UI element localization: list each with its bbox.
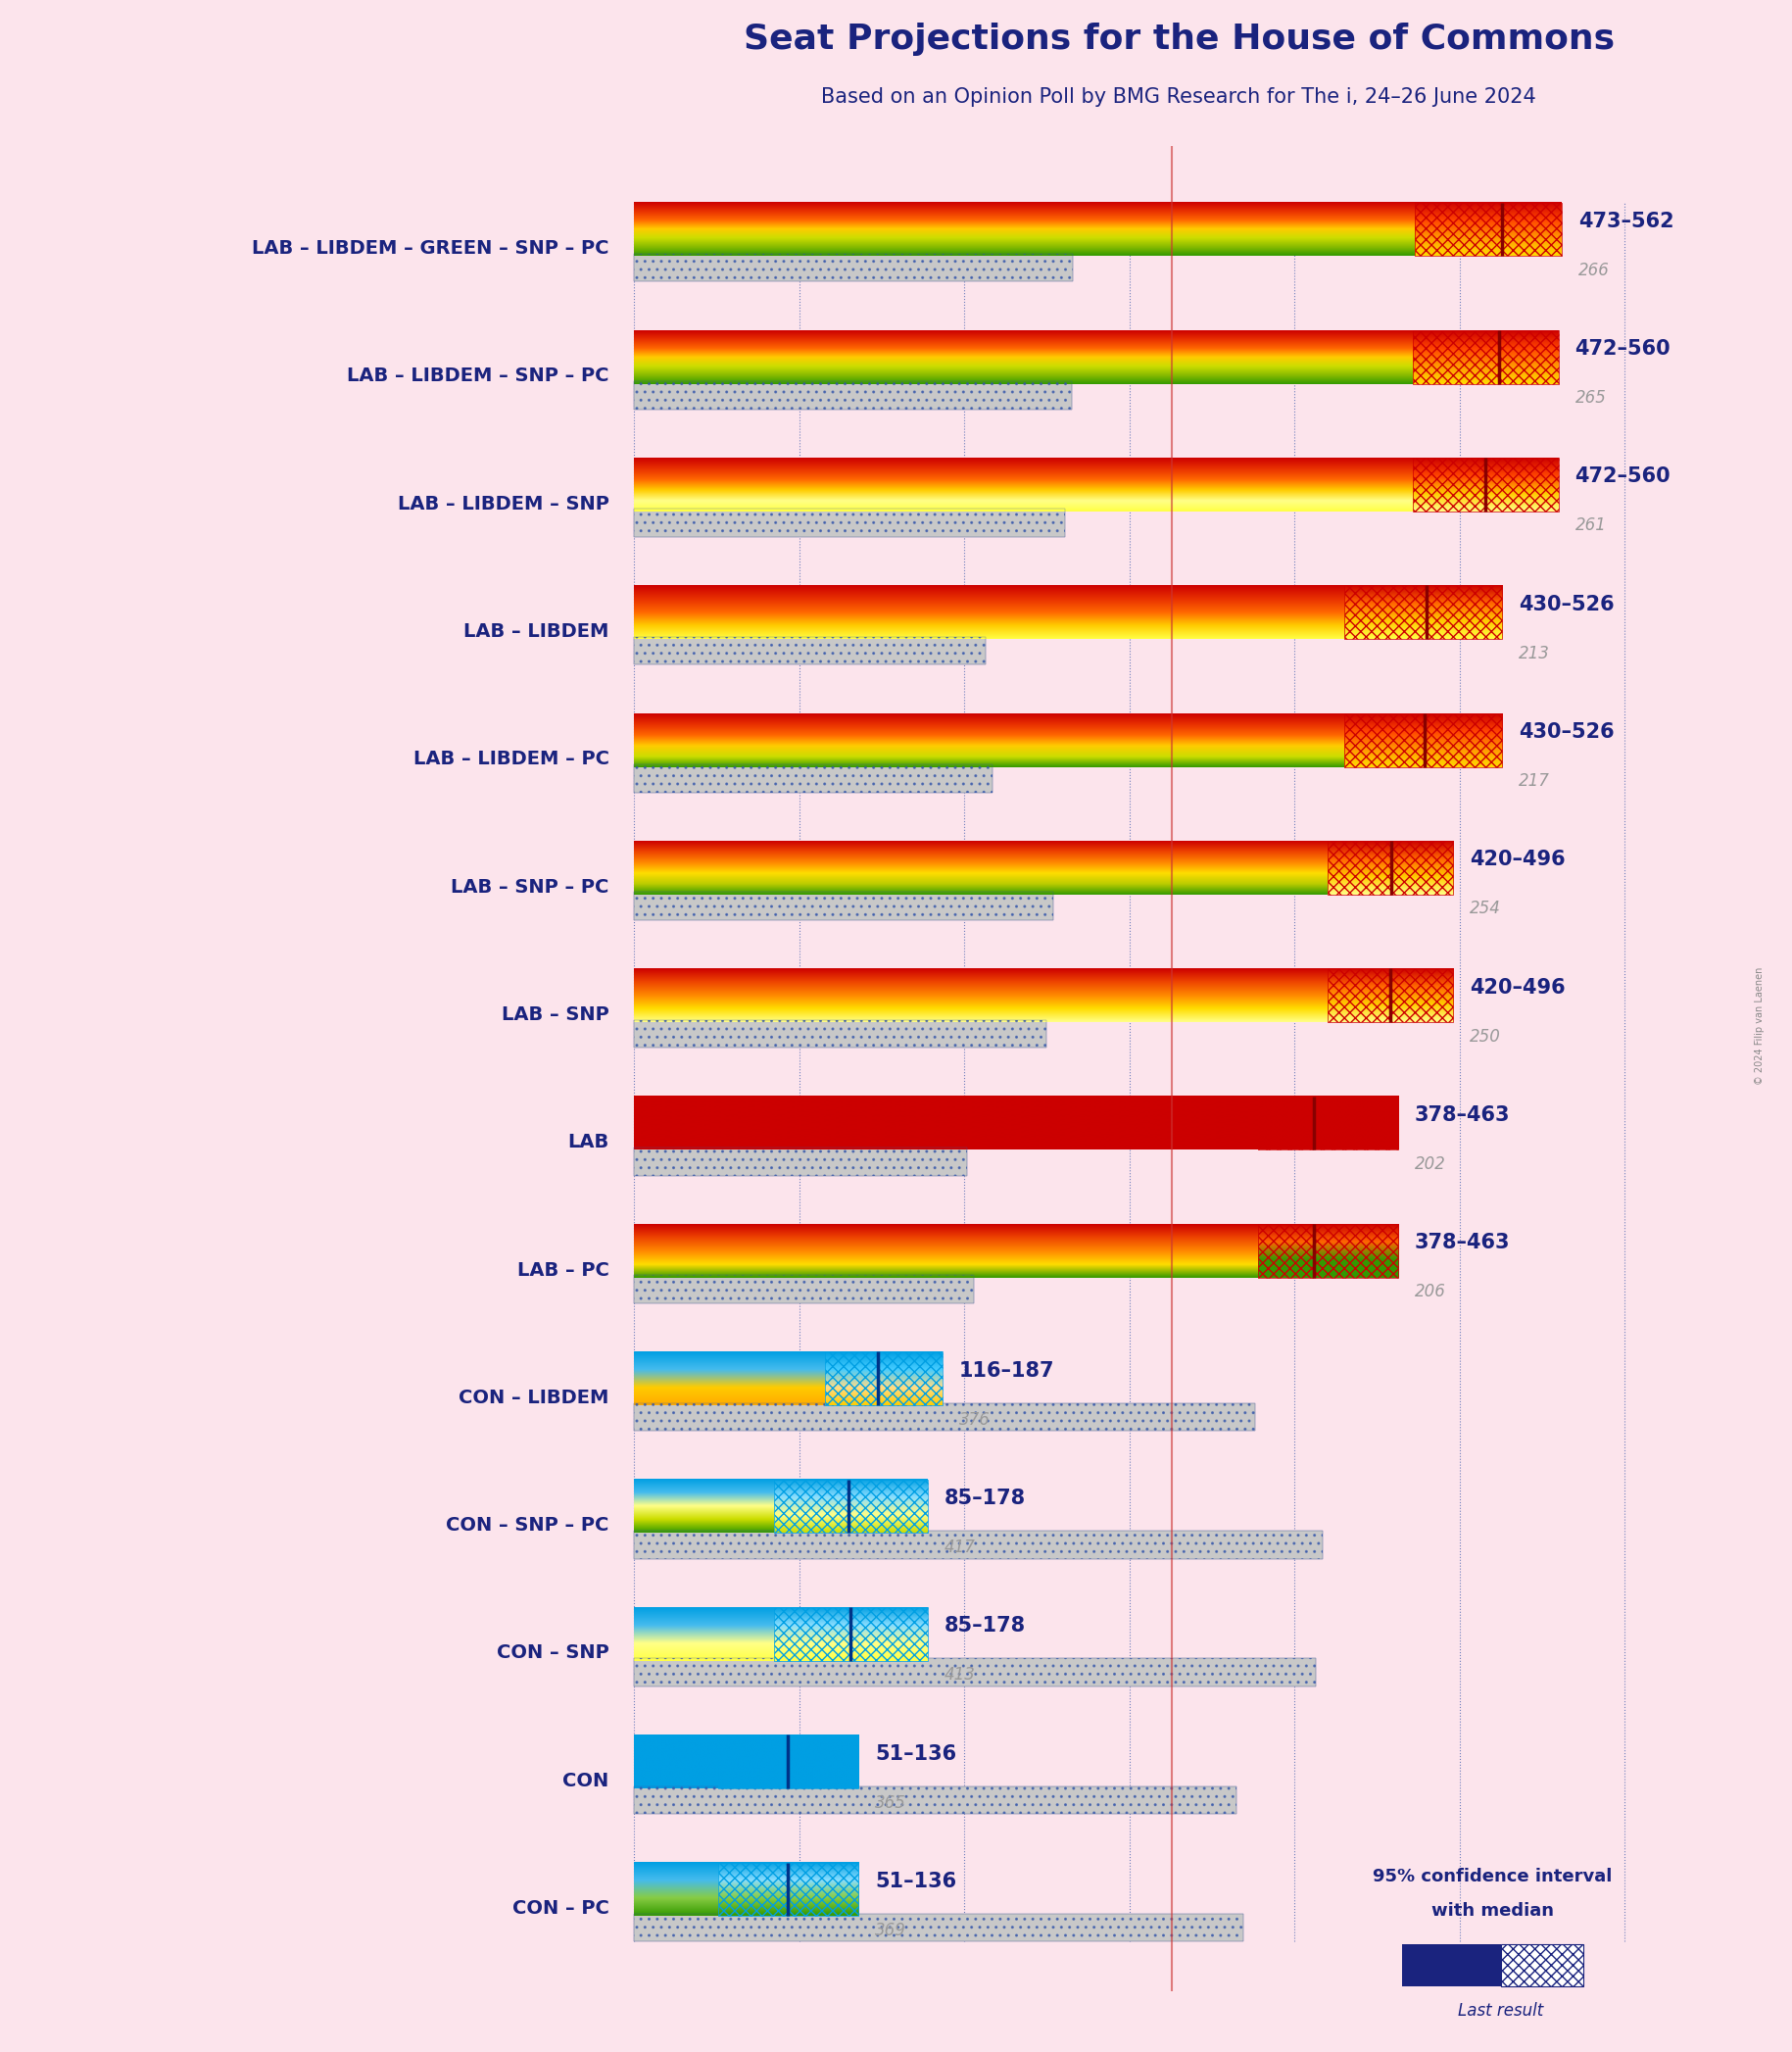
Text: LAB – LIBDEM – SNP – PC: LAB – LIBDEM – SNP – PC bbox=[348, 367, 609, 386]
Text: 95% confidence interval: 95% confidence interval bbox=[1373, 1867, 1613, 1886]
Text: LAB: LAB bbox=[568, 1133, 609, 1151]
Bar bbox=[1502, 1945, 1582, 1986]
Bar bbox=[634, 254, 1073, 281]
Text: Based on an Opinion Poll by BMG Research for The i, 24–26 June 2024: Based on an Opinion Poll by BMG Research… bbox=[821, 86, 1536, 107]
Text: 85–178: 85–178 bbox=[944, 1488, 1025, 1508]
Bar bbox=[634, 1658, 1315, 1687]
Text: Last result: Last result bbox=[1459, 2003, 1543, 2019]
Text: 250: 250 bbox=[1469, 1028, 1500, 1044]
Text: 202: 202 bbox=[1416, 1155, 1446, 1174]
Bar bbox=[634, 636, 986, 665]
Text: 266: 266 bbox=[1579, 261, 1609, 279]
Text: CON: CON bbox=[563, 1771, 609, 1789]
Bar bbox=[774, 1479, 928, 1533]
Bar bbox=[1414, 458, 1559, 511]
Bar bbox=[634, 1404, 1254, 1430]
Text: 261: 261 bbox=[1575, 517, 1606, 534]
Bar bbox=[719, 1734, 858, 1789]
Bar bbox=[634, 1531, 1322, 1560]
Bar bbox=[1416, 203, 1563, 256]
Bar bbox=[1401, 1995, 1502, 2019]
Bar bbox=[634, 1274, 975, 1303]
Text: 430–526: 430–526 bbox=[1520, 722, 1615, 741]
Bar bbox=[1328, 841, 1453, 895]
Bar bbox=[634, 509, 1064, 538]
Bar bbox=[634, 1020, 1047, 1049]
Text: LAB – PC: LAB – PC bbox=[518, 1260, 609, 1278]
Text: 206: 206 bbox=[1416, 1282, 1446, 1301]
Bar bbox=[634, 1785, 1236, 1814]
Text: 369: 369 bbox=[874, 1921, 907, 1939]
Text: 430–526: 430–526 bbox=[1520, 595, 1615, 614]
Text: 213: 213 bbox=[1520, 644, 1550, 663]
Text: 420–496: 420–496 bbox=[1469, 850, 1564, 870]
Text: 265: 265 bbox=[1575, 390, 1606, 406]
Text: LAB – LIBDEM – SNP: LAB – LIBDEM – SNP bbox=[398, 495, 609, 513]
Bar bbox=[634, 1020, 1047, 1049]
Text: 365: 365 bbox=[874, 1793, 907, 1812]
Text: 51–136: 51–136 bbox=[874, 1744, 957, 1763]
Bar bbox=[634, 1785, 1236, 1814]
Text: CON – SNP – PC: CON – SNP – PC bbox=[446, 1516, 609, 1535]
Bar bbox=[634, 893, 1054, 919]
Bar bbox=[634, 382, 1072, 408]
Text: 85–178: 85–178 bbox=[944, 1617, 1025, 1635]
Text: 420–496: 420–496 bbox=[1469, 977, 1564, 997]
Bar bbox=[634, 1915, 1244, 1941]
Bar bbox=[1344, 714, 1502, 767]
Bar bbox=[634, 636, 986, 665]
Bar bbox=[634, 893, 1054, 919]
Bar bbox=[634, 1404, 1254, 1430]
Text: 413: 413 bbox=[944, 1666, 975, 1685]
Text: 378–463: 378–463 bbox=[1416, 1106, 1511, 1124]
Text: 217: 217 bbox=[1520, 772, 1550, 790]
Text: 116–187: 116–187 bbox=[959, 1360, 1055, 1381]
Bar bbox=[774, 1607, 928, 1660]
Bar bbox=[634, 1658, 1315, 1687]
Bar bbox=[1344, 585, 1502, 638]
Bar bbox=[1258, 1225, 1398, 1278]
Text: with median: with median bbox=[1432, 1902, 1554, 1921]
Text: 378–463: 378–463 bbox=[1416, 1233, 1511, 1252]
Text: LAB – LIBDEM: LAB – LIBDEM bbox=[464, 622, 609, 640]
Bar bbox=[1258, 1096, 1398, 1149]
Text: CON – LIBDEM: CON – LIBDEM bbox=[459, 1389, 609, 1408]
Bar bbox=[634, 1915, 1244, 1941]
Bar bbox=[634, 763, 993, 792]
Bar bbox=[634, 1274, 975, 1303]
Bar bbox=[634, 1147, 968, 1176]
Bar bbox=[634, 763, 993, 792]
Bar bbox=[1414, 330, 1559, 384]
Text: Seat Projections for the House of Commons: Seat Projections for the House of Common… bbox=[744, 23, 1615, 55]
Text: 376: 376 bbox=[959, 1410, 991, 1428]
Bar bbox=[634, 382, 1072, 408]
Bar bbox=[634, 509, 1064, 538]
Text: 472–560: 472–560 bbox=[1575, 466, 1670, 486]
Text: © 2024 Filip van Laenen: © 2024 Filip van Laenen bbox=[1754, 966, 1765, 1086]
Bar bbox=[634, 1147, 968, 1176]
Text: CON – PC: CON – PC bbox=[513, 1900, 609, 1919]
Bar bbox=[1401, 1945, 1502, 1986]
Text: 254: 254 bbox=[1469, 901, 1500, 917]
Bar bbox=[1401, 1995, 1502, 2019]
Bar bbox=[826, 1352, 943, 1406]
Text: LAB – LIBDEM – PC: LAB – LIBDEM – PC bbox=[414, 749, 609, 770]
Text: CON – SNP: CON – SNP bbox=[496, 1644, 609, 1662]
Text: 51–136: 51–136 bbox=[874, 1871, 957, 1892]
Bar bbox=[1328, 969, 1453, 1022]
Bar bbox=[634, 254, 1073, 281]
Text: 473–562: 473–562 bbox=[1579, 211, 1674, 232]
Text: LAB – SNP – PC: LAB – SNP – PC bbox=[452, 878, 609, 897]
Text: LAB – LIBDEM – GREEN – SNP – PC: LAB – LIBDEM – GREEN – SNP – PC bbox=[253, 238, 609, 259]
Text: LAB – SNP: LAB – SNP bbox=[502, 1005, 609, 1024]
Bar bbox=[634, 1531, 1322, 1560]
Text: 472–560: 472–560 bbox=[1575, 339, 1670, 359]
Text: 417: 417 bbox=[944, 1539, 975, 1555]
Bar bbox=[719, 1863, 858, 1917]
